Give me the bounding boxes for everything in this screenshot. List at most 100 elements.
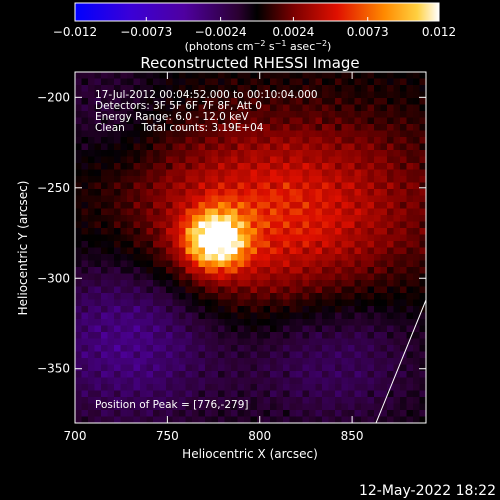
heatmap-cell [387, 124, 395, 132]
heatmap-cell [185, 286, 193, 294]
heatmap-cell [120, 221, 128, 229]
heatmap-cell [140, 130, 148, 138]
heatmap-cell [94, 98, 102, 106]
heatmap-cell [270, 156, 278, 164]
heatmap-cell [341, 377, 349, 385]
heatmap-cell [380, 78, 388, 86]
heatmap-cell [393, 176, 401, 184]
heatmap-cell [107, 176, 115, 184]
heatmap-cell [192, 377, 200, 385]
heatmap-cell [244, 338, 252, 346]
heatmap-cell [159, 182, 167, 190]
heatmap-cell [302, 293, 310, 301]
heatmap-cell [322, 293, 330, 301]
heatmap-cell [88, 267, 96, 275]
heatmap-cell [270, 299, 278, 307]
heatmap-cell [263, 260, 271, 268]
heatmap-cell [88, 247, 96, 255]
heatmap-cell [374, 137, 382, 145]
heatmap-cell [400, 247, 408, 255]
heatmap-cell [192, 325, 200, 333]
heatmap-cell [263, 293, 271, 301]
heatmap-cell [296, 293, 304, 301]
heatmap-cell [270, 234, 278, 242]
heatmap-cell [101, 286, 109, 294]
heatmap-cell [276, 280, 284, 288]
heatmap-cell [387, 371, 395, 379]
heatmap-cell [231, 215, 239, 223]
heatmap-cell [192, 338, 200, 346]
heatmap-cell [341, 410, 349, 418]
heatmap-cell [302, 228, 310, 236]
heatmap-cell [81, 345, 89, 353]
heatmap-cell [231, 111, 239, 119]
heatmap-cell [179, 169, 187, 177]
heatmap-cell [419, 228, 426, 236]
heatmap-cell [140, 397, 148, 405]
heatmap-cell [172, 195, 180, 203]
heatmap-cell [159, 364, 167, 372]
heatmap-cell [309, 293, 317, 301]
heatmap-cell [224, 98, 232, 106]
heatmap-cell [107, 377, 115, 385]
heatmap-cell [146, 358, 154, 366]
heatmap-cell [263, 286, 271, 294]
heatmap-cell [361, 241, 369, 249]
heatmap-cell [224, 410, 232, 418]
heatmap-cell [263, 384, 271, 392]
heatmap-cell [146, 98, 154, 106]
heatmap-cell [75, 254, 83, 262]
heatmap-cell [302, 241, 310, 249]
heatmap-cell [302, 377, 310, 385]
heatmap-cell [250, 208, 258, 216]
heatmap-cell [257, 299, 265, 307]
heatmap-cell [361, 150, 369, 158]
heatmap-cell [198, 91, 206, 99]
heatmap-cell [205, 267, 213, 275]
heatmap-cell [387, 137, 395, 145]
heatmap-cell [237, 338, 245, 346]
heatmap-cell [172, 130, 180, 138]
heatmap-cell [146, 215, 154, 223]
heatmap-cell [302, 176, 310, 184]
heatmap-cell [387, 267, 395, 275]
heatmap-cell [244, 104, 252, 112]
heatmap-cell [335, 117, 343, 125]
heatmap-cell [224, 273, 232, 281]
heatmap-cell [335, 312, 343, 320]
heatmap-cell [205, 390, 213, 398]
heatmap-cell [146, 260, 154, 268]
heatmap-cell [211, 176, 219, 184]
heatmap-cell [400, 267, 408, 275]
heatmap-cell [185, 169, 193, 177]
heatmap-cell [263, 332, 271, 340]
heatmap-cell [419, 403, 426, 411]
heatmap-cell [335, 267, 343, 275]
heatmap-cell [88, 286, 96, 294]
heatmap-cell [322, 358, 330, 366]
heatmap-cell [263, 124, 271, 132]
x-tick-label: 850 [341, 429, 364, 443]
heatmap-cell [244, 351, 252, 359]
heatmap-cell [419, 189, 426, 197]
heatmap-cell [198, 416, 206, 423]
heatmap-cell [75, 312, 83, 320]
heatmap-cell [413, 195, 421, 203]
heatmap-cell [140, 325, 148, 333]
heatmap-cell [140, 358, 148, 366]
heatmap-cell [341, 397, 349, 405]
heatmap-cell [257, 228, 265, 236]
heatmap-cell [393, 319, 401, 327]
heatmap-cell [179, 228, 187, 236]
heatmap-cell [218, 358, 226, 366]
heatmap-cell [413, 221, 421, 229]
heatmap-cell [224, 169, 232, 177]
heatmap-cell [75, 176, 83, 184]
heatmap-cell [101, 351, 109, 359]
heatmap-cell [341, 234, 349, 242]
heatmap-cell [354, 137, 362, 145]
heatmap-cell [114, 410, 122, 418]
heatmap-cell [361, 267, 369, 275]
colorbar-tick-label: −0.012 [53, 25, 97, 39]
heatmap-cell [107, 384, 115, 392]
